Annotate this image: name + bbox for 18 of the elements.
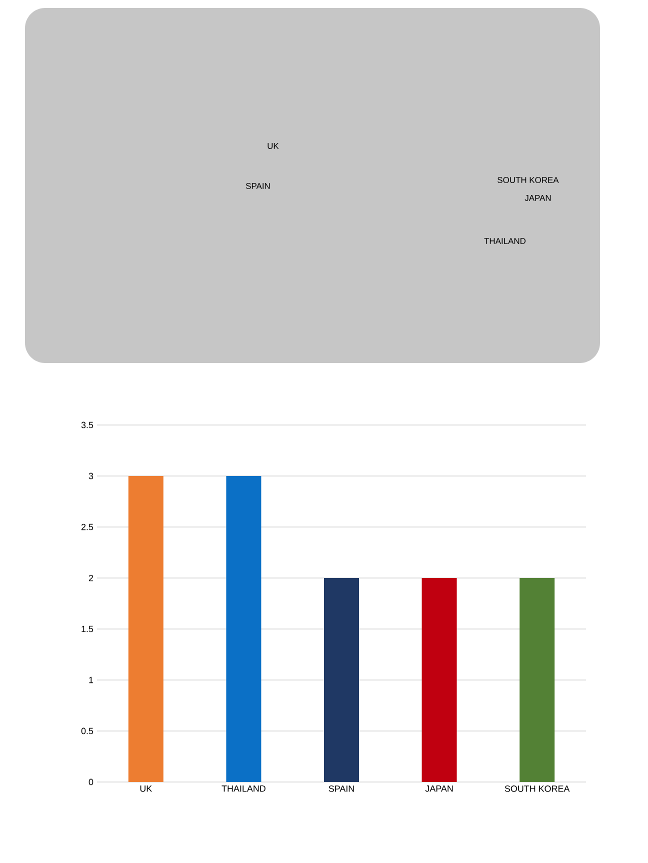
y-tick-label: 0.5 — [81, 728, 94, 734]
x-tick-label: SOUTH KOREA — [504, 786, 570, 792]
x-tick-label: UK — [140, 786, 152, 792]
x-tick-label: SPAIN — [328, 786, 354, 792]
text: JAPAN — [524, 195, 551, 201]
y-tick-label: 3.5 — [81, 422, 94, 428]
y-tick-label: 0 — [88, 778, 94, 786]
y-tick-label: 3 — [88, 472, 94, 480]
y-tick-label: 2 — [88, 574, 94, 582]
text: THAILAND — [484, 238, 526, 244]
text: UK — [268, 143, 279, 149]
y-tick-label: 2.5 — [81, 524, 94, 530]
x-tick-label: THAILAND — [222, 786, 266, 792]
text: SPAIN — [246, 183, 270, 189]
y-tick-label: 1 — [89, 676, 94, 684]
y-tick-label: 1.5 — [82, 626, 94, 632]
x-tick-label: JAPAN — [425, 786, 453, 792]
text: SOUTH KOREA — [498, 177, 559, 183]
